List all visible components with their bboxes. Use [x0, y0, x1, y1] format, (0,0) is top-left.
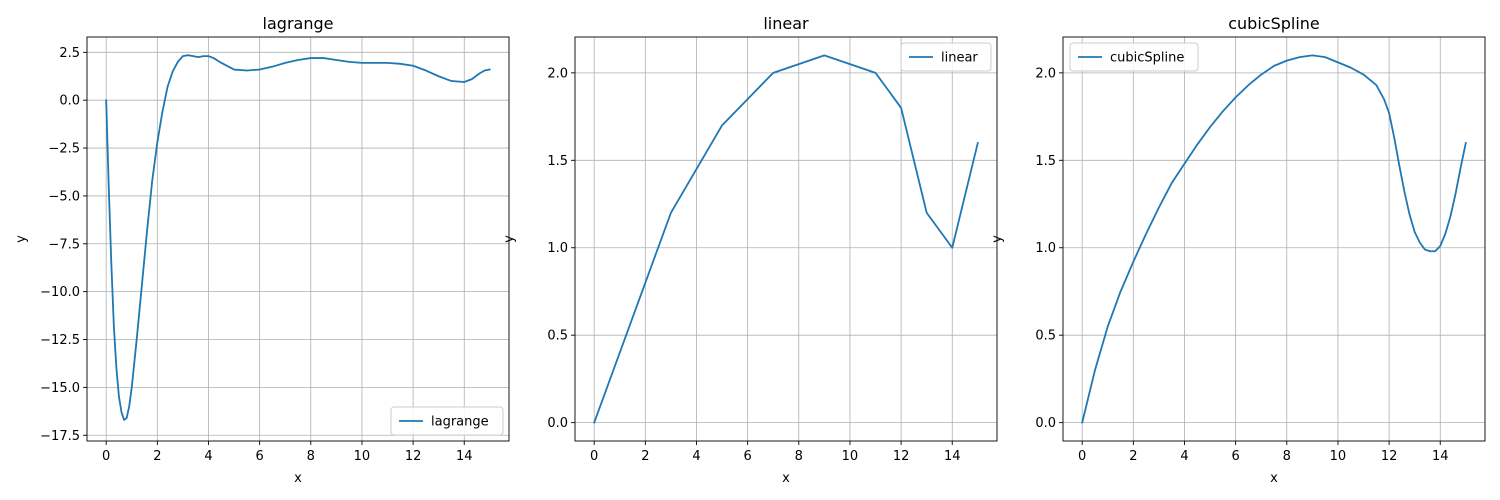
y-tick-label: −5.0 — [48, 189, 80, 204]
x-tick-label: 4 — [204, 449, 212, 464]
y-tick-label: 2.0 — [1035, 66, 1056, 81]
legend: cubicSpline — [1069, 42, 1199, 72]
y-tick-label: −2.5 — [48, 142, 80, 157]
x-tick-label: 10 — [354, 449, 371, 464]
x-axis-label: x — [1270, 471, 1278, 486]
y-tick-label: −7.5 — [48, 237, 80, 252]
x-tick-label: 14 — [456, 449, 473, 464]
x-tick-label: 10 — [1330, 449, 1347, 464]
legend: lagrange — [390, 406, 504, 436]
y-tick-label: −17.5 — [40, 429, 80, 444]
x-tick-label: 6 — [743, 449, 751, 464]
x-tick-label: 2 — [1129, 449, 1137, 464]
y-tick-label: 1.5 — [547, 154, 568, 169]
x-tick-label: 10 — [842, 449, 859, 464]
y-axis-label: y — [990, 235, 1005, 243]
x-tick-label: 8 — [795, 449, 803, 464]
legend-box — [1069, 42, 1199, 72]
y-tick-label: 2.5 — [59, 46, 80, 61]
x-tick-label: 8 — [1283, 449, 1291, 464]
series-line-linear — [593, 54, 979, 424]
y-tick-label: −12.5 — [40, 333, 80, 348]
x-tick-label: 12 — [893, 449, 910, 464]
x-tick-label: 2 — [641, 449, 649, 464]
x-tick-label: 0 — [1078, 449, 1086, 464]
y-axis-label: y — [14, 235, 29, 243]
y-tick-label: 0.0 — [59, 94, 80, 109]
y-tick-label: −10.0 — [40, 285, 80, 300]
y-tick-label: 0.0 — [1035, 416, 1056, 431]
x-tick-label: 12 — [405, 449, 422, 464]
x-axis-label: x — [294, 471, 302, 486]
chart-title: lagrange — [263, 14, 334, 33]
y-tick-label: 1.0 — [547, 241, 568, 256]
x-tick-label: 12 — [1381, 449, 1398, 464]
chart-cubicSpline: 0 2 4 6 8 10 12 14 0.0 0.5 1.0 1.5 2.0 cubicSpline x y c… — [990, 14, 1486, 486]
plot-area — [575, 37, 997, 441]
y-tick-label: 1.0 — [1035, 241, 1056, 256]
x-tick-label: 14 — [944, 449, 961, 464]
axes-frame — [1062, 36, 1486, 442]
y-tick-label: 0.5 — [547, 329, 568, 344]
legend-label: cubicSpline — [1110, 51, 1184, 66]
chart-title: linear — [763, 14, 809, 33]
x-tick-label: 2 — [153, 449, 161, 464]
y-tick-label: −15.0 — [40, 381, 80, 396]
x-tick-label: 8 — [307, 449, 315, 464]
chart-lagrange: 0 2 4 6 8 10 12 14 2.5 0.0 −2.5 −5.0 −7.5 −10.0 −12.5 −… — [14, 14, 510, 486]
y-axis-label: y — [502, 235, 517, 243]
y-tick-label: 1.5 — [1035, 154, 1056, 169]
plot-area — [87, 37, 509, 441]
x-tick-label: 4 — [692, 449, 700, 464]
plot-area — [1063, 37, 1485, 441]
axes-frame — [574, 36, 998, 442]
series-line-cubicSpline — [1081, 54, 1467, 424]
legend-label: lagrange — [431, 415, 489, 430]
legend-label: linear — [941, 51, 978, 66]
x-tick-label: 6 — [1231, 449, 1239, 464]
series-line-lagrange — [105, 54, 491, 421]
y-tick-label: 0.5 — [1035, 329, 1056, 344]
axes-frame — [86, 36, 510, 442]
y-tick-label: 2.0 — [547, 66, 568, 81]
legend-box — [390, 406, 504, 436]
x-tick-label: 0 — [102, 449, 110, 464]
legend: linear — [900, 42, 992, 72]
x-axis-label: x — [782, 471, 790, 486]
x-tick-label: 0 — [590, 449, 598, 464]
chart-title: cubicSpline — [1228, 14, 1320, 33]
chart-linear: 0 2 4 6 8 10 12 14 0.0 0.5 1.0 1.5 2.0 linear x y linear — [502, 14, 998, 486]
x-tick-label: 6 — [255, 449, 263, 464]
y-tick-label: 0.0 — [547, 416, 568, 431]
legend-box — [900, 42, 992, 72]
x-tick-label: 14 — [1432, 449, 1449, 464]
x-tick-label: 4 — [1180, 449, 1188, 464]
